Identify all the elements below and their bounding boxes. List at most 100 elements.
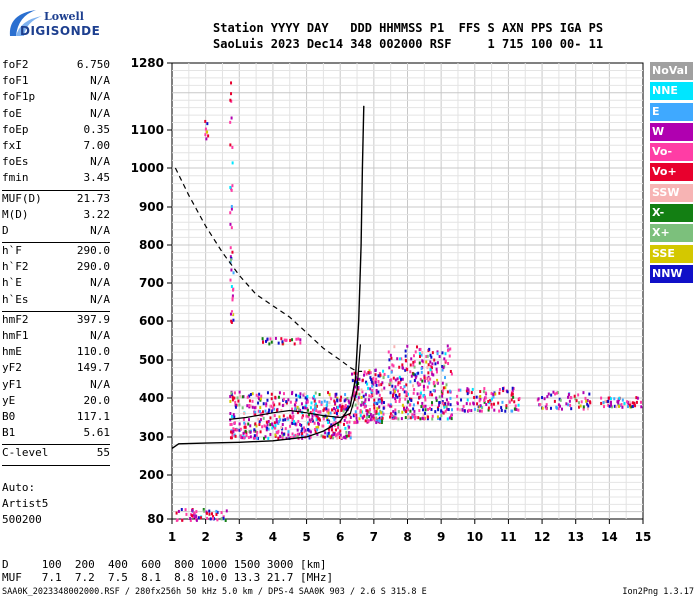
echo-point: [463, 409, 466, 413]
echo-point: [436, 350, 439, 354]
echo-point: [254, 435, 257, 439]
echo-point: [504, 409, 507, 413]
echo-point: [305, 414, 308, 418]
echo-point: [447, 408, 450, 412]
echo-point: [229, 412, 232, 416]
echo-point: [488, 399, 491, 403]
echo-point: [366, 419, 369, 423]
echo-point: [372, 392, 375, 396]
echo-point: [444, 376, 447, 380]
echo-point: [294, 422, 297, 426]
echo-point: [382, 406, 385, 410]
echo-point: [436, 381, 439, 385]
param-name: B1: [2, 426, 16, 440]
param-value: N/A: [90, 276, 110, 290]
param-value: 149.7: [76, 361, 110, 375]
param-separator: [2, 310, 110, 312]
echo-point: [261, 413, 264, 417]
echo-point: [313, 399, 316, 403]
echo-point: [578, 405, 581, 409]
echo-point: [272, 401, 275, 405]
echo-point: [372, 416, 375, 420]
echo-point: [487, 408, 490, 412]
echo-point: [229, 120, 232, 124]
echo-point: [251, 392, 254, 396]
echo-point: [390, 356, 393, 360]
echo-point: [475, 395, 478, 399]
echo-point: [344, 436, 347, 440]
echo-point: [274, 423, 277, 427]
echo-point: [394, 378, 397, 382]
echo-point: [398, 393, 401, 397]
echo-point: [446, 417, 449, 421]
file-info-footer: SAA0K_2023348002000.RSF / 280fx256h 50 k…: [2, 587, 427, 597]
echo-point: [511, 392, 514, 396]
param-value: 55: [96, 446, 110, 460]
echo-point: [378, 416, 381, 420]
echo-point: [267, 410, 270, 414]
echo-point: [478, 399, 481, 403]
echo-point: [276, 431, 279, 435]
echo-point: [413, 378, 416, 382]
echo-point: [222, 515, 225, 519]
echo-point: [382, 369, 385, 373]
echo-point: [449, 396, 452, 400]
echo-point: [191, 514, 194, 518]
echo-point: [436, 361, 439, 365]
echo-point: [317, 417, 320, 421]
echo-point: [231, 288, 234, 292]
echo-point: [512, 387, 515, 391]
echo-point: [236, 396, 239, 400]
echo-point: [371, 384, 374, 388]
echo-point: [320, 424, 323, 428]
echo-point: [317, 410, 320, 414]
echo-point: [231, 395, 234, 399]
echo-point: [352, 414, 355, 418]
echo-point: [355, 416, 358, 420]
echo-point: [333, 406, 336, 410]
echo-point: [392, 364, 395, 368]
echo-point: [373, 406, 376, 410]
echo-point: [472, 402, 475, 406]
echo-point: [370, 415, 373, 419]
echo-point: [262, 340, 265, 344]
echo-point: [387, 350, 390, 354]
param-row: foEp 0.35: [2, 123, 110, 139]
echo-point: [296, 411, 299, 415]
echo-point: [320, 434, 323, 438]
echo-point: [356, 406, 359, 410]
echo-point: [639, 400, 642, 404]
echo-point: [343, 407, 346, 411]
echo-point: [353, 371, 356, 375]
echo-point: [337, 431, 340, 435]
echo-point: [271, 426, 274, 430]
echo-point: [483, 399, 486, 403]
echo-point: [329, 411, 332, 415]
x-tick-label: 1: [168, 530, 176, 544]
echo-point: [280, 426, 283, 430]
echo-point: [304, 406, 307, 410]
echo-point: [381, 410, 384, 414]
echo-point: [399, 381, 402, 385]
echo-point: [326, 409, 329, 413]
echo-point: [420, 370, 423, 374]
echo-point: [271, 406, 274, 410]
echo-point: [234, 405, 237, 409]
echo-point: [374, 373, 377, 377]
echo-point: [206, 516, 209, 520]
echo-point: [476, 402, 479, 406]
echo-point: [359, 414, 362, 418]
param-name: C-level: [2, 446, 49, 460]
echo-point: [621, 405, 624, 409]
param-name: h`Es: [2, 292, 29, 306]
param-row: fmin 3.45: [2, 171, 110, 187]
echo-point: [268, 342, 271, 346]
param-row: h`F 290.0: [2, 244, 110, 260]
echo-point: [230, 436, 233, 440]
echo-point: [456, 402, 459, 406]
param-row: yF1 N/A: [2, 378, 110, 394]
echo-point: [229, 423, 232, 427]
echo-point: [262, 416, 265, 420]
echo-point: [429, 360, 432, 364]
echo-point: [433, 358, 436, 362]
